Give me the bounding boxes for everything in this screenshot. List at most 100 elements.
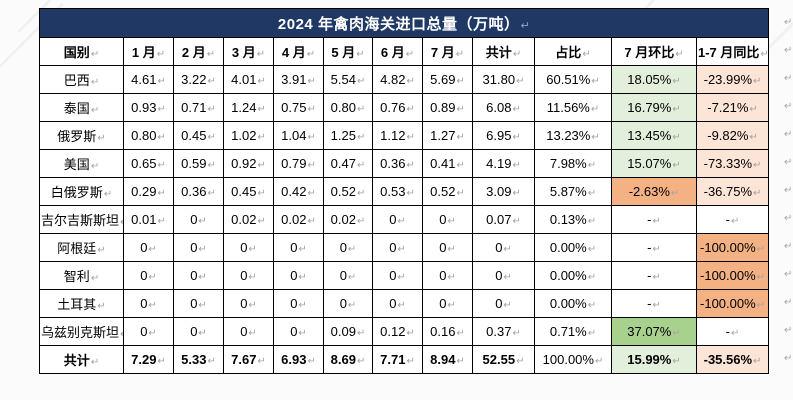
value-cell[interactable]: 0↵: [323, 289, 373, 318]
value-cell[interactable]: 0↵: [472, 233, 535, 262]
value-cell[interactable]: -100.00%↵: [695, 261, 770, 290]
row-label-cell[interactable]: 土耳其↵: [39, 289, 124, 318]
value-cell[interactable]: 13.23%↵: [534, 121, 612, 150]
value-cell[interactable]: 7.29↵: [123, 345, 174, 374]
column-header-cell[interactable]: 国别↵: [39, 37, 124, 66]
value-cell[interactable]: 0.41↵: [422, 149, 473, 178]
value-cell[interactable]: 1.04↵: [273, 121, 324, 150]
value-cell[interactable]: 0↵: [372, 289, 423, 318]
value-cell[interactable]: 6.08↵: [472, 93, 535, 122]
value-cell[interactable]: 3.22↵: [173, 65, 224, 94]
value-cell[interactable]: 4.82↵: [372, 65, 423, 94]
value-cell[interactable]: 0.93↵: [123, 93, 174, 122]
column-header-cell[interactable]: 1 月↵: [123, 37, 174, 66]
value-cell[interactable]: 0↵: [273, 261, 324, 290]
value-cell[interactable]: 0.79↵: [273, 149, 324, 178]
value-cell[interactable]: -35.56%↵: [695, 345, 770, 374]
value-cell[interactable]: 0↵: [223, 317, 274, 346]
value-cell[interactable]: 0↵: [123, 289, 174, 318]
value-cell[interactable]: 0↵: [173, 261, 224, 290]
value-cell[interactable]: 5.33↵: [173, 345, 224, 374]
value-cell[interactable]: 0↵: [323, 233, 373, 262]
value-cell[interactable]: 0↵: [422, 233, 473, 262]
value-cell[interactable]: 0.59↵: [173, 149, 224, 178]
value-cell[interactable]: 52.55↵: [472, 345, 535, 374]
value-cell[interactable]: 1.27↵: [422, 121, 473, 150]
value-cell[interactable]: 0.76↵: [372, 93, 423, 122]
value-cell[interactable]: 8.94↵: [422, 345, 473, 374]
column-header-cell[interactable]: 7 月↵: [422, 37, 473, 66]
value-cell[interactable]: 15.99%↵: [611, 345, 697, 374]
value-cell[interactable]: -23.99%↵: [695, 65, 770, 94]
value-cell[interactable]: 4.01↵: [223, 65, 274, 94]
value-cell[interactable]: 1.02↵: [223, 121, 274, 150]
value-cell[interactable]: 15.07%↵: [611, 149, 697, 178]
value-cell[interactable]: 0.89↵: [422, 93, 473, 122]
value-cell[interactable]: 0.16↵: [422, 317, 473, 346]
row-label-cell[interactable]: 吉尔吉斯斯坦↵: [39, 205, 124, 234]
value-cell[interactable]: 0↵: [173, 205, 224, 234]
value-cell[interactable]: 31.80↵: [472, 65, 535, 94]
value-cell[interactable]: 1.24↵: [223, 93, 274, 122]
value-cell[interactable]: 0↵: [472, 261, 535, 290]
value-cell[interactable]: 0↵: [372, 261, 423, 290]
value-cell[interactable]: 0.80↵: [323, 93, 373, 122]
value-cell[interactable]: -↵: [695, 317, 770, 346]
value-cell[interactable]: 0.36↵: [173, 177, 224, 206]
value-cell[interactable]: 0.45↵: [223, 177, 274, 206]
value-cell[interactable]: 0.09↵: [323, 317, 373, 346]
value-cell[interactable]: -↵: [611, 205, 697, 234]
value-cell[interactable]: 0↵: [173, 289, 224, 318]
value-cell[interactable]: 0↵: [223, 233, 274, 262]
value-cell[interactable]: 0↵: [123, 233, 174, 262]
row-label-cell[interactable]: 俄罗斯↵: [39, 121, 124, 150]
row-label-cell[interactable]: 阿根廷↵: [39, 233, 124, 262]
value-cell[interactable]: 7.98%↵: [534, 149, 612, 178]
value-cell[interactable]: -73.33%↵: [695, 149, 770, 178]
value-cell[interactable]: 0.65↵: [123, 149, 174, 178]
value-cell[interactable]: 100.00%↵: [534, 345, 612, 374]
value-cell[interactable]: 0↵: [173, 233, 224, 262]
value-cell[interactable]: 4.19↵: [472, 149, 535, 178]
value-cell[interactable]: -100.00%↵: [695, 233, 770, 262]
value-cell[interactable]: 0.00%↵: [534, 289, 612, 318]
value-cell[interactable]: 5.54↵: [323, 65, 373, 94]
value-cell[interactable]: 0↵: [422, 205, 473, 234]
value-cell[interactable]: 0↵: [422, 289, 473, 318]
value-cell[interactable]: -7.21%↵: [695, 93, 770, 122]
value-cell[interactable]: 0.80↵: [123, 121, 174, 150]
value-cell[interactable]: 0↵: [273, 233, 324, 262]
value-cell[interactable]: 0.52↵: [422, 177, 473, 206]
column-header-cell[interactable]: 1-7 月同比↵: [695, 37, 770, 66]
column-header-cell[interactable]: 7 月环比↵: [611, 37, 697, 66]
value-cell[interactable]: 0.53↵: [372, 177, 423, 206]
column-header-cell[interactable]: 2 月↵: [173, 37, 224, 66]
value-cell[interactable]: 0↵: [273, 289, 324, 318]
value-cell[interactable]: 7.71↵: [372, 345, 423, 374]
value-cell[interactable]: 0.37↵: [472, 317, 535, 346]
value-cell[interactable]: 1.25↵: [323, 121, 373, 150]
value-cell[interactable]: 13.45%↵: [611, 121, 697, 150]
value-cell[interactable]: 0↵: [372, 233, 423, 262]
value-cell[interactable]: 60.51%↵: [534, 65, 612, 94]
value-cell[interactable]: 0.36↵: [372, 149, 423, 178]
value-cell[interactable]: 0.01↵: [123, 205, 174, 234]
row-label-cell[interactable]: 白俄罗斯↵: [39, 177, 124, 206]
value-cell[interactable]: -↵: [611, 233, 697, 262]
value-cell[interactable]: 0.92↵: [223, 149, 274, 178]
column-header-cell[interactable]: 3 月↵: [223, 37, 274, 66]
column-header-cell[interactable]: 4 月↵: [273, 37, 324, 66]
value-cell[interactable]: 5.87%↵: [534, 177, 612, 206]
value-cell[interactable]: 0↵: [472, 289, 535, 318]
value-cell[interactable]: 0.75↵: [273, 93, 324, 122]
value-cell[interactable]: -2.63%↵: [611, 177, 697, 206]
value-cell[interactable]: 11.56%↵: [534, 93, 612, 122]
row-label-cell[interactable]: 共计↵: [39, 345, 124, 374]
value-cell[interactable]: 4.61↵: [123, 65, 174, 94]
row-label-cell[interactable]: 智利↵: [39, 261, 124, 290]
row-label-cell[interactable]: 泰国↵: [39, 93, 124, 122]
value-cell[interactable]: 6.93↵: [273, 345, 324, 374]
value-cell[interactable]: 0↵: [422, 261, 473, 290]
column-header-cell[interactable]: 6 月↵: [372, 37, 423, 66]
value-cell[interactable]: 6.95↵: [472, 121, 535, 150]
